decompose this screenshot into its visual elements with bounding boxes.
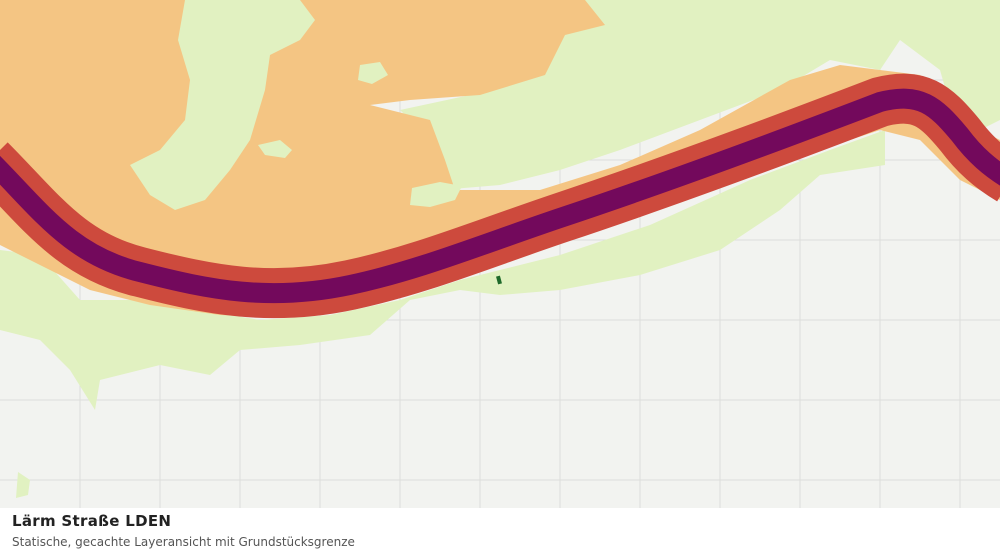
- map: [0, 0, 1000, 508]
- map-subtitle: Statische, gecachte Layeransicht mit Gru…: [12, 535, 355, 549]
- caption: Lärm Straße LDEN Statische, gecachte Lay…: [12, 512, 992, 549]
- map-title: Lärm Straße LDEN: [12, 512, 172, 530]
- noise-zone-low-islands: [130, 0, 462, 210]
- parcel-marker: [496, 275, 502, 285]
- noise-zone-very-high: [0, 88, 1000, 304]
